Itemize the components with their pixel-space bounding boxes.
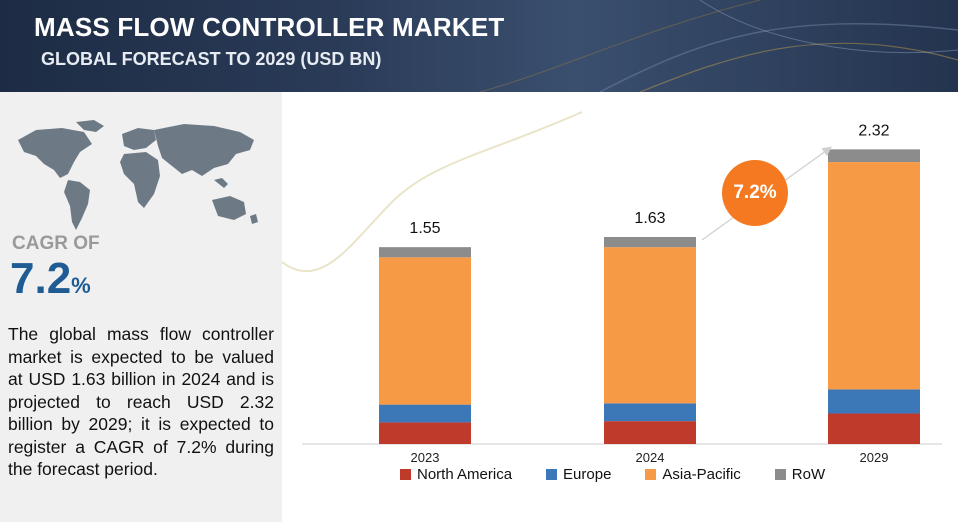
bar-segment-asia-pacific-2023 — [379, 257, 471, 405]
page-title: MASS FLOW CONTROLLER MARKET — [34, 12, 505, 42]
bar-segment-north-america-2024 — [604, 421, 696, 444]
total-labels-group: 1.55 1.63 2.32 — [409, 122, 889, 237]
bar-segment-row-2024 — [604, 236, 696, 248]
bar-segment-europe-2023 — [379, 404, 471, 423]
decorative-swoosh — [282, 111, 583, 273]
header-decoration — [479, 0, 958, 92]
chart-legend: North America Europe Asia-Pacific RoW — [400, 466, 825, 483]
cagr-label: CAGR OF — [12, 233, 100, 254]
category-label-2023: 2023 — [411, 450, 440, 465]
category-label-2024: 2024 — [636, 450, 665, 465]
legend-item-asia-pacific: Asia-Pacific — [645, 466, 741, 483]
cagr-badge: 7.2% — [722, 160, 788, 226]
legend-swatch — [400, 469, 411, 480]
legend-label: RoW — [791, 466, 826, 483]
total-label-2029: 2.32 — [858, 122, 889, 139]
page-subtitle: GLOBAL FORECAST TO 2029 (USD BN) — [41, 49, 382, 69]
legend-label: North America — [417, 466, 513, 483]
cagr-value: 7.2% — [10, 254, 91, 304]
stacked-bar-chart: 2023 2024 2029 1.55 1.63 2.32 — [282, 111, 942, 465]
legend-item-north-america: North America — [400, 466, 512, 483]
market-description: The global mass flow controller market i… — [8, 324, 274, 479]
legend-item-row: RoW — [774, 466, 826, 483]
total-label-2023: 1.55 — [409, 220, 440, 237]
legend-item-europe: Europe — [546, 466, 611, 483]
bar-segment-asia-pacific-2029 — [828, 162, 920, 390]
bar-segment-north-america-2023 — [379, 422, 471, 444]
legend-label: Europe — [563, 466, 612, 483]
legend-swatch — [774, 469, 786, 480]
bar-segment-asia-pacific-2024 — [604, 247, 696, 404]
bar-segment-row-2029 — [828, 149, 920, 163]
category-labels-group: 2023 2024 2029 — [411, 450, 889, 465]
total-label-2024: 1.63 — [634, 210, 665, 227]
legend-label: Asia-Pacific — [662, 466, 741, 483]
header-banner: MASS FLOW CONTROLLER MARKET GLOBAL FOREC… — [0, 0, 958, 92]
world-map-icon — [18, 120, 258, 230]
bars-group — [379, 149, 920, 444]
legend-swatch — [546, 469, 558, 480]
bar-segment-north-america-2029 — [828, 413, 920, 444]
category-label-2029: 2029 — [860, 450, 889, 465]
cagr-number: 7.2 — [10, 254, 72, 303]
bar-segment-europe-2024 — [604, 403, 696, 422]
legend-swatch — [645, 469, 657, 480]
cagr-unit: % — [71, 273, 91, 298]
bar-segment-row-2023 — [379, 247, 471, 258]
bar-segment-europe-2029 — [828, 389, 920, 414]
